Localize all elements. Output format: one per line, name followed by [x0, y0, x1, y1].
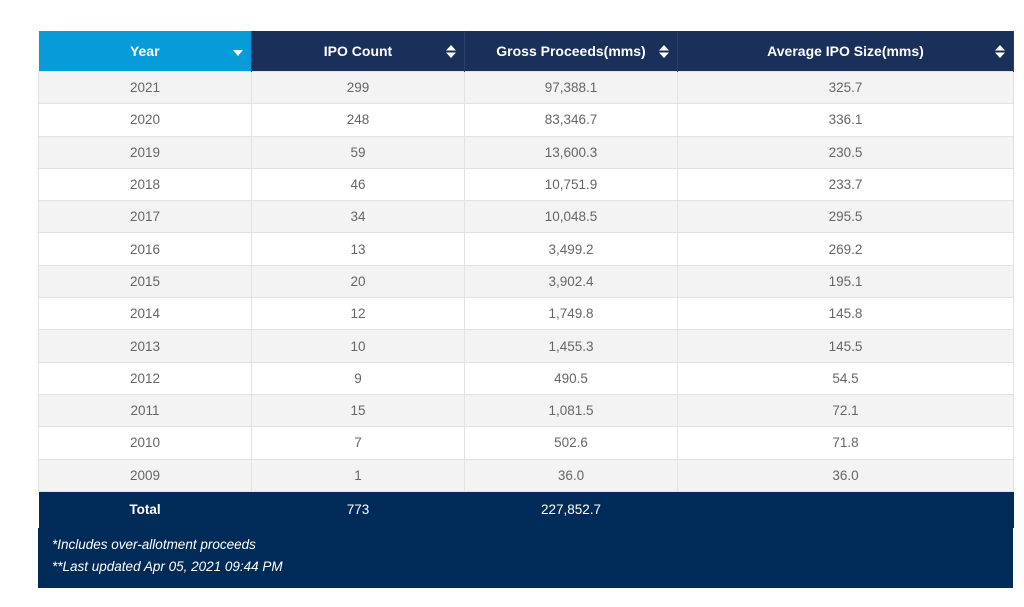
table-row: 2010 7 502.6 71.8 [38, 426, 1014, 460]
cell-year: 2017 [38, 200, 252, 234]
table-row: 2011 15 1,081.5 72.1 [38, 393, 1014, 428]
sort-icon[interactable] [995, 45, 1005, 58]
total-row: Total 773 227,852.7 [38, 491, 1014, 528]
cell-average-ipo-size: 195.1 [677, 264, 1014, 299]
cell-ipo-count: 15 [251, 393, 465, 428]
cell-ipo-count: 9 [251, 361, 465, 395]
cell-year: 2018 [38, 167, 252, 202]
cell-year: 2013 [38, 329, 252, 363]
cell-average-ipo-size: 145.5 [677, 329, 1014, 363]
cell-gross-proceeds: 83,346.7 [464, 103, 678, 137]
cell-average-ipo-size: 36.0 [677, 458, 1014, 492]
table-row: 2021 299 97,388.1 325.7 [38, 70, 1014, 105]
cell-ipo-count: 10 [251, 329, 465, 363]
cell-year: 2012 [38, 361, 252, 395]
cell-ipo-count: 20 [251, 264, 465, 299]
table-row: 2018 46 10,751.9 233.7 [38, 167, 1014, 202]
table-row: 2016 13 3,499.2 269.2 [38, 232, 1014, 266]
cell-ipo-count: 13 [251, 232, 465, 266]
cell-gross-proceeds: 3,902.4 [464, 264, 678, 299]
cell-gross-proceeds: 490.5 [464, 361, 678, 395]
footnote-last-updated: **Last updated Apr 05, 2021 09:44 PM [52, 558, 283, 574]
cell-average-ipo-size: 336.1 [677, 103, 1014, 137]
cell-gross-proceeds: 1,081.5 [464, 393, 678, 428]
sort-icon[interactable] [446, 45, 456, 58]
total-gross-proceeds: 227,852.7 [464, 491, 678, 528]
ipo-table-container: Year IPO Count Gross Proceeds(mms) Avera… [38, 31, 1014, 588]
sort-desc-icon[interactable] [233, 50, 243, 56]
total-average-empty [677, 491, 1014, 528]
cell-average-ipo-size: 325.7 [677, 70, 1014, 105]
total-label: Total [38, 491, 252, 528]
table-row: 2019 59 13,600.3 230.5 [38, 135, 1014, 169]
column-header-gross-proceeds[interactable]: Gross Proceeds(mms) [464, 31, 678, 72]
cell-gross-proceeds: 1,455.3 [464, 329, 678, 363]
table-row: 2009 1 36.0 36.0 [38, 458, 1014, 492]
table-row: 2014 12 1,749.8 145.8 [38, 297, 1014, 331]
cell-ipo-count: 7 [251, 426, 465, 460]
cell-average-ipo-size: 145.8 [677, 297, 1014, 331]
cell-gross-proceeds: 10,751.9 [464, 167, 678, 202]
cell-gross-proceeds: 3,499.2 [464, 232, 678, 266]
total-ipo-count: 773 [251, 491, 465, 528]
cell-average-ipo-size: 230.5 [677, 135, 1014, 169]
cell-ipo-count: 12 [251, 297, 465, 331]
column-header-average-ipo-size[interactable]: Average IPO Size(mms) [677, 31, 1014, 72]
cell-year: 2019 [38, 135, 252, 169]
table-row: 2017 34 10,048.5 295.5 [38, 200, 1014, 234]
cell-year: 2009 [38, 458, 252, 492]
cell-ipo-count: 59 [251, 135, 465, 169]
cell-average-ipo-size: 233.7 [677, 167, 1014, 202]
cell-year: 2021 [38, 70, 252, 105]
table-row: 2015 20 3,902.4 195.1 [38, 264, 1014, 299]
sort-icon[interactable] [659, 45, 669, 58]
cell-average-ipo-size: 54.5 [677, 361, 1014, 395]
cell-ipo-count: 46 [251, 167, 465, 202]
cell-gross-proceeds: 36.0 [464, 458, 678, 492]
cell-ipo-count: 299 [251, 70, 465, 105]
cell-gross-proceeds: 1,749.8 [464, 297, 678, 331]
cell-average-ipo-size: 295.5 [677, 200, 1014, 234]
footnotes: *Includes over-allotment proceeds **Last… [38, 527, 1013, 588]
cell-year: 2016 [38, 232, 252, 266]
table-row: 2020 248 83,346.7 336.1 [38, 103, 1014, 137]
cell-average-ipo-size: 269.2 [677, 232, 1014, 266]
cell-year: 2020 [38, 103, 252, 137]
cell-ipo-count: 248 [251, 103, 465, 137]
footnote-over-allotment: *Includes over-allotment proceeds [52, 536, 256, 552]
cell-ipo-count: 1 [251, 458, 465, 492]
cell-average-ipo-size: 72.1 [677, 393, 1014, 428]
table-row: 2012 9 490.5 54.5 [38, 361, 1014, 395]
header-row: Year IPO Count Gross Proceeds(mms) Avera… [38, 31, 1014, 72]
cell-year: 2014 [38, 297, 252, 331]
ipo-table: Year IPO Count Gross Proceeds(mms) Avera… [38, 31, 1014, 528]
cell-gross-proceeds: 10,048.5 [464, 200, 678, 234]
cell-year: 2010 [38, 426, 252, 460]
table-row: 2013 10 1,455.3 145.5 [38, 329, 1014, 363]
cell-year: 2015 [38, 264, 252, 299]
cell-average-ipo-size: 71.8 [677, 426, 1014, 460]
cell-gross-proceeds: 97,388.1 [464, 70, 678, 105]
column-header-year[interactable]: Year [38, 31, 252, 72]
cell-gross-proceeds: 502.6 [464, 426, 678, 460]
column-header-ipo-count[interactable]: IPO Count [251, 31, 465, 72]
cell-year: 2011 [38, 393, 252, 428]
cell-ipo-count: 34 [251, 200, 465, 234]
cell-gross-proceeds: 13,600.3 [464, 135, 678, 169]
